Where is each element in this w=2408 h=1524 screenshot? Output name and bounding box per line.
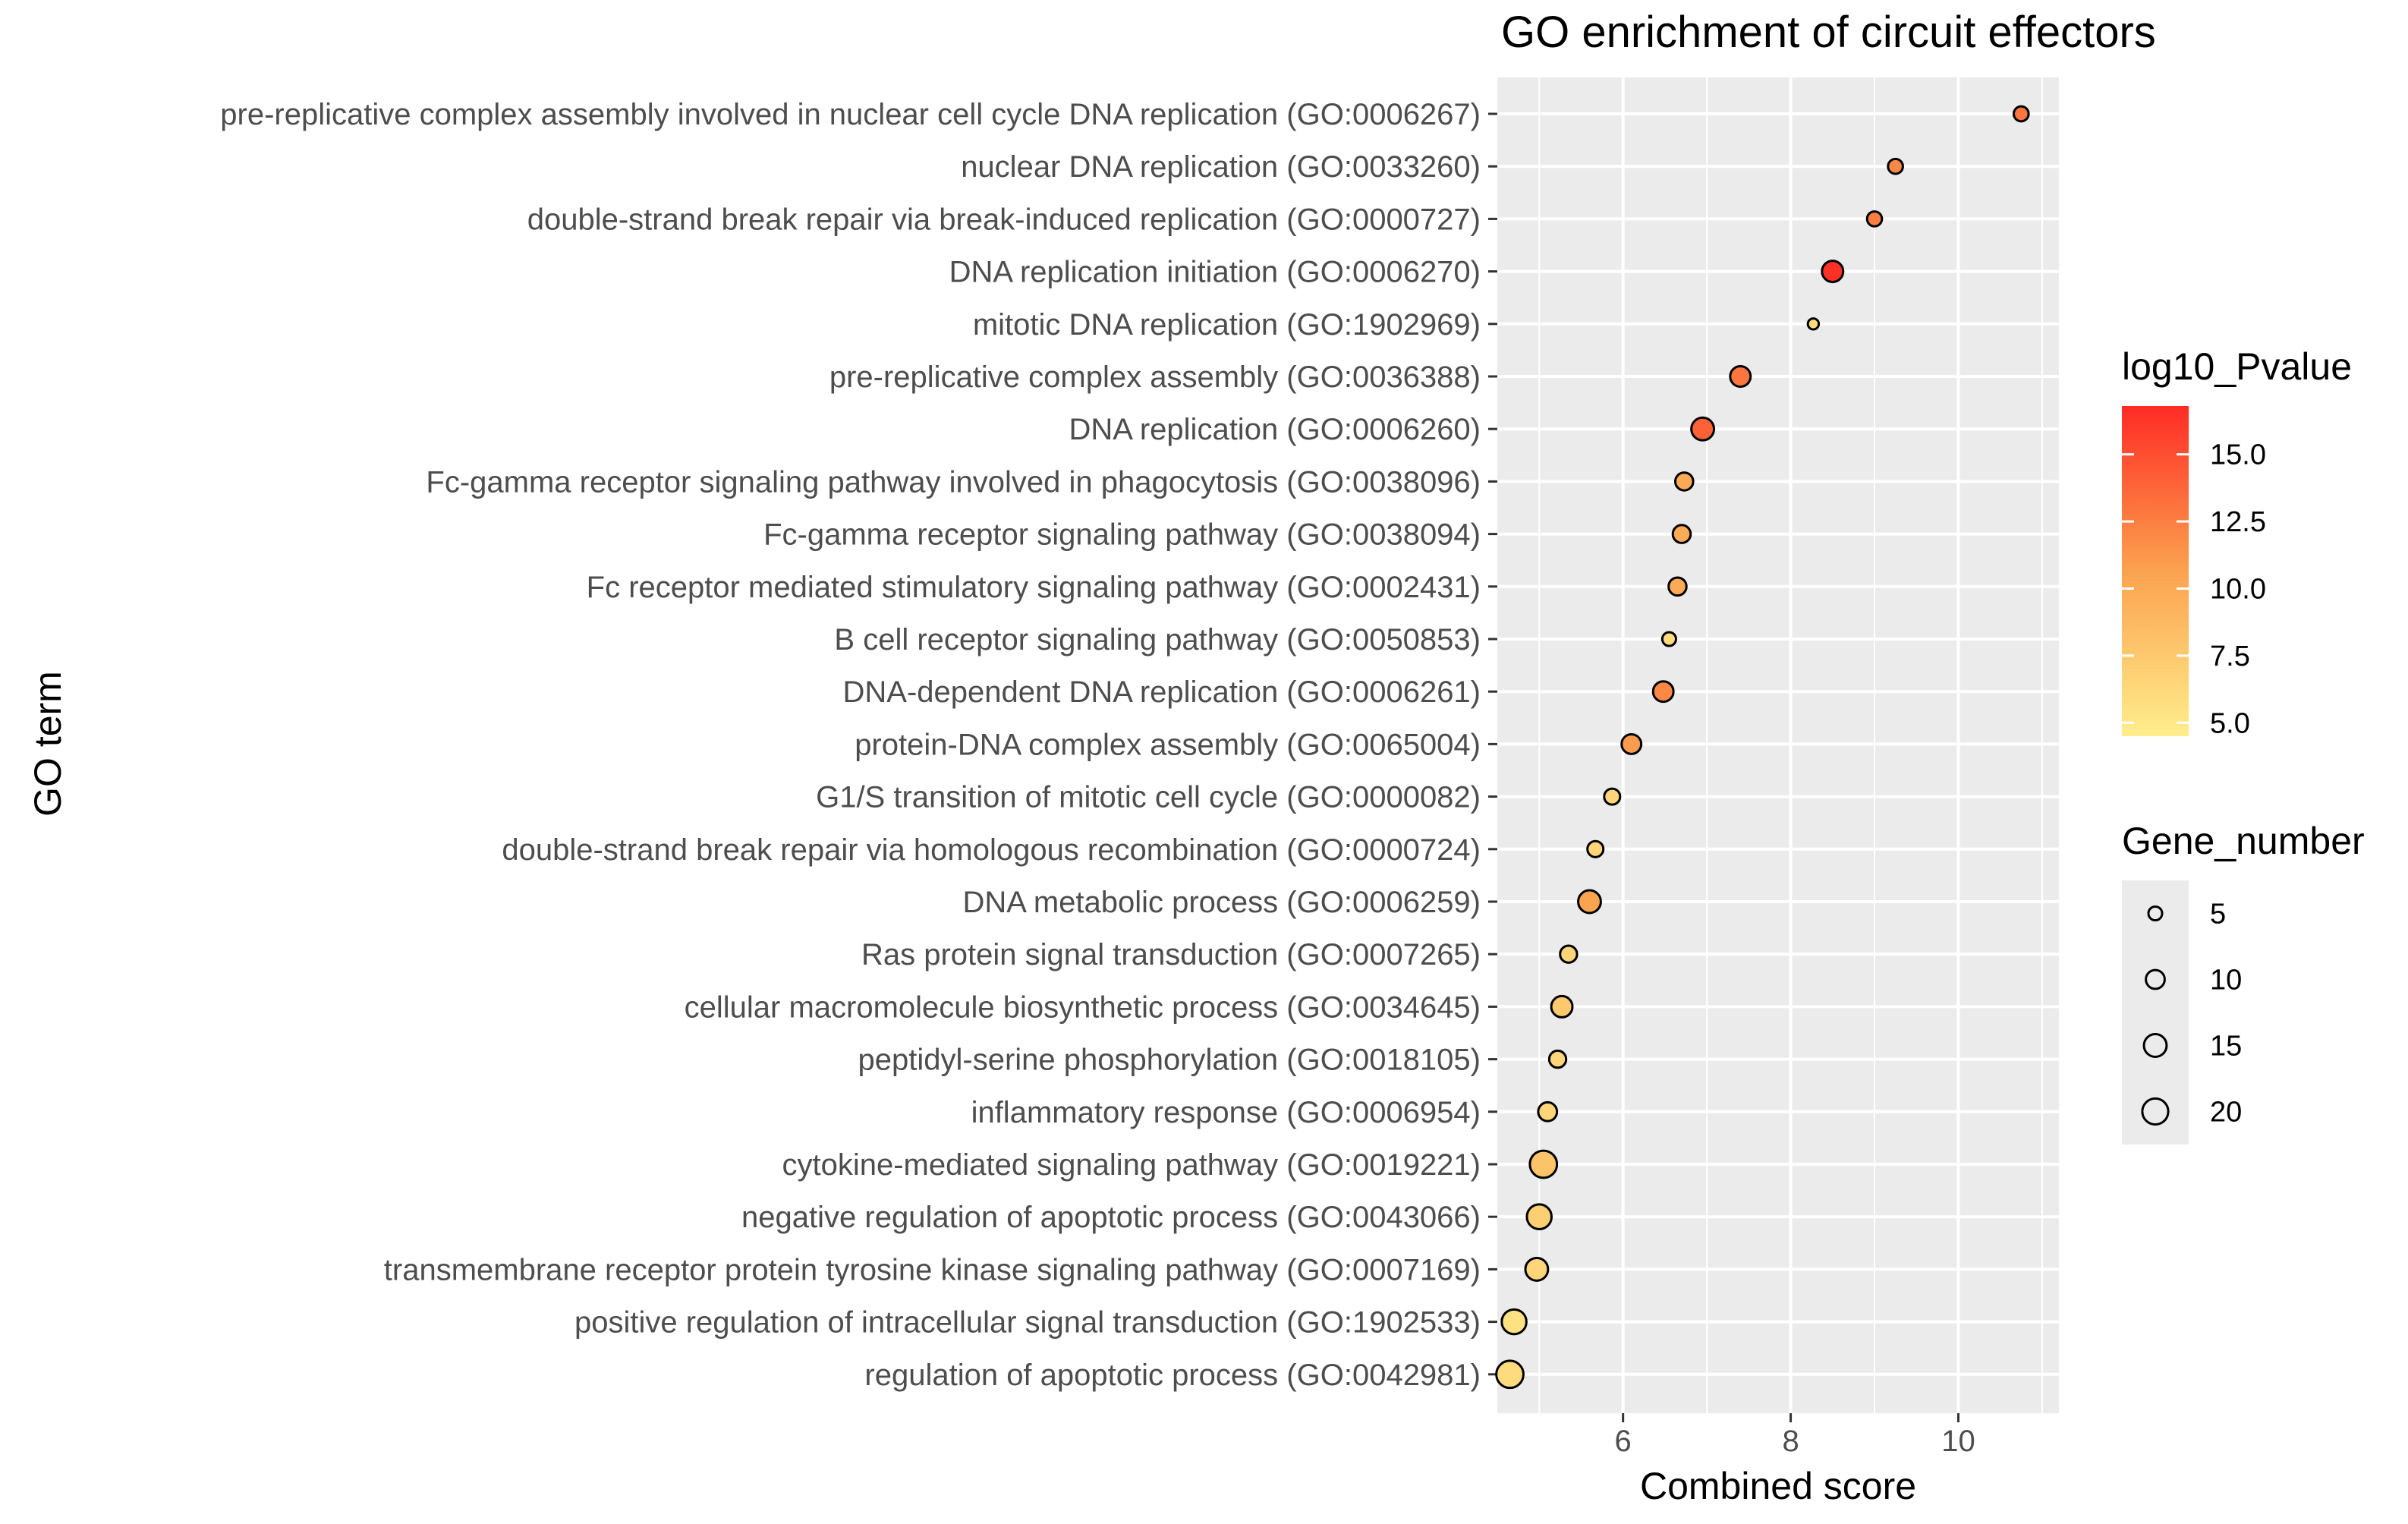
data-point — [1550, 994, 1574, 1019]
data-point — [1821, 260, 1845, 284]
y-tick-label: DNA replication initiation (GO:0006270) — [949, 256, 1481, 289]
y-tick-label: Fc-gamma receptor signaling pathway (GO:… — [763, 518, 1481, 552]
y-tick-label: DNA metabolic process (GO:0006259) — [962, 886, 1481, 919]
y-tick-label: pre-replicative complex assembly involve… — [220, 98, 1481, 131]
size-legend-circle — [2147, 905, 2164, 922]
y-tick-label: transmembrane receptor protein tyrosine … — [384, 1253, 1481, 1286]
data-point — [1729, 365, 1752, 388]
x-axis-label: Combined score — [1640, 1465, 1916, 1507]
y-tick-label: DNA-dependent DNA replication (GO:000626… — [843, 675, 1481, 709]
size-legend-label: 10 — [2210, 965, 2242, 997]
size-legend-label: 20 — [2210, 1097, 2242, 1129]
y-tick-label: positive regulation of intracellular sig… — [574, 1306, 1481, 1340]
size-legend-circle — [2145, 968, 2166, 990]
y-tick-label: G1/S transition of mitotic cell cycle (G… — [816, 781, 1481, 814]
size-legend: Gene_number 5 10 15 20 — [2122, 820, 2365, 1145]
y-tick-label: Fc-gamma receptor signaling pathway invo… — [426, 465, 1481, 499]
y-tick-label: B cell receptor signaling pathway (GO:00… — [834, 623, 1481, 657]
y-tick-label: Ras protein signal transduction (GO:0007… — [861, 938, 1481, 971]
data-point — [1806, 317, 1821, 331]
size-legend-items: 5 10 15 20 — [2141, 899, 2242, 1129]
color-legend-tick-label: 7.5 — [2210, 641, 2250, 672]
y-axis-label: GO term — [27, 671, 69, 817]
size-legend-label: 15 — [2210, 1031, 2242, 1063]
data-point — [1524, 1256, 1550, 1282]
y-tick-label: peptidyl-serine phosphorylation (GO:0018… — [858, 1044, 1481, 1077]
data-point — [1620, 732, 1643, 755]
y-tick-label: double-strand break repair via homologou… — [502, 833, 1481, 867]
x-tick-label: 6 — [1615, 1425, 1632, 1458]
x-axis-ticks: 6 8 10 — [1615, 1413, 1975, 1458]
color-legend-ticks: 5.0 7.5 10.0 12.5 15.0 — [2122, 439, 2266, 739]
color-legend-tick-label: 12.5 — [2210, 506, 2266, 538]
color-legend-tick-label: 10.0 — [2210, 573, 2266, 605]
y-tick-label: protein-DNA complex assembly (GO:0065004… — [855, 728, 1481, 761]
data-point — [2012, 105, 2030, 123]
data-point — [1528, 1149, 1559, 1179]
grid-lines — [1497, 77, 2059, 1413]
color-legend-tick-label: 5.0 — [2210, 707, 2250, 739]
size-legend-background — [2122, 880, 2189, 1145]
data-point — [1495, 1359, 1525, 1390]
data-point — [1673, 471, 1695, 492]
size-legend-circle — [2142, 1033, 2168, 1058]
data-point — [1525, 1203, 1553, 1230]
y-tick-label: inflammatory response (GO:0006954) — [971, 1096, 1481, 1129]
data-point — [1690, 416, 1716, 442]
data-point — [1577, 889, 1602, 915]
y-tick-label: nuclear DNA replication (GO:0033260) — [961, 150, 1481, 184]
y-tick-label: double-strand break repair via break-ind… — [527, 203, 1481, 236]
color-legend-bar — [2122, 406, 2189, 736]
data-point — [1865, 210, 1884, 228]
data-point — [1651, 680, 1675, 704]
y-tick-label: cellular macromolecule biosynthetic proc… — [685, 990, 1481, 1024]
y-tick-label: negative regulation of apoptotic process… — [741, 1201, 1481, 1234]
data-point — [1586, 839, 1605, 858]
chart-title: GO enrichment of circuit effectors — [1501, 8, 2156, 57]
data-point — [1559, 944, 1579, 964]
color-legend: log10_Pvalue 5.0 7.5 10.0 12.5 15.0 — [2122, 345, 2352, 739]
y-tick-label: regulation of apoptotic process (GO:0042… — [864, 1359, 1481, 1392]
y-tick-label: Fc receptor mediated stimulatory signali… — [587, 571, 1481, 604]
data-point — [1660, 631, 1677, 647]
x-tick-label: 10 — [1941, 1425, 1975, 1458]
size-legend-circle — [2141, 1097, 2170, 1126]
size-legend-label: 5 — [2210, 899, 2226, 930]
data-point — [1667, 576, 1688, 597]
data-point — [1547, 1049, 1568, 1069]
data-point — [1671, 524, 1692, 544]
y-tick-label: mitotic DNA replication (GO:1902969) — [973, 308, 1481, 342]
data-point — [1537, 1100, 1559, 1123]
y-tick-label: pre-replicative complex assembly (GO:003… — [829, 361, 1481, 394]
x-tick-label: 8 — [1782, 1425, 1799, 1458]
y-tick-label: cytokine-mediated signaling pathway (GO:… — [782, 1148, 1481, 1182]
y-tick-label: DNA replication (GO:0006260) — [1069, 413, 1481, 446]
size-legend-title: Gene_number — [2122, 820, 2365, 862]
color-legend-tick-label: 15.0 — [2210, 439, 2266, 471]
data-point — [1887, 157, 1904, 175]
y-axis-ticks: pre-replicative complex assembly involve… — [220, 98, 1497, 1392]
data-points — [1495, 105, 2030, 1390]
color-legend-title: log10_Pvalue — [2122, 345, 2352, 388]
data-point — [1500, 1308, 1528, 1336]
data-point — [1603, 787, 1622, 806]
